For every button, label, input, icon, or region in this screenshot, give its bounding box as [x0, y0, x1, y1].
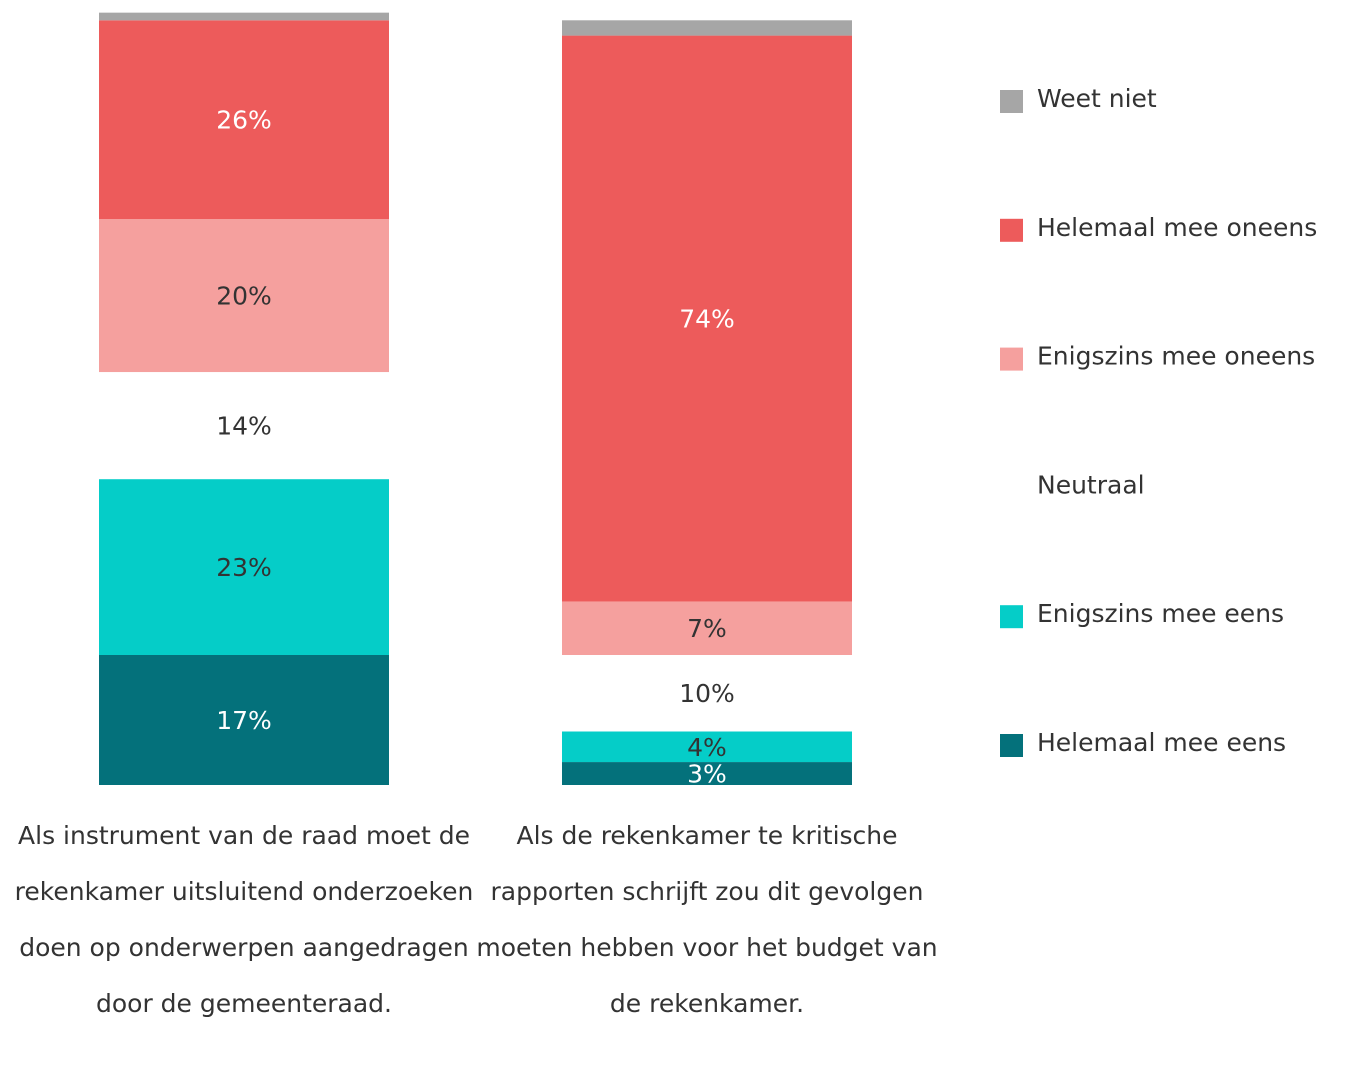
bar-segment — [562, 601, 852, 655]
bar-segment — [99, 219, 389, 373]
bar-segment — [562, 20, 852, 36]
bar-segment — [562, 35, 852, 602]
data-label: 74% — [679, 305, 735, 334]
bar-segment — [99, 12, 389, 21]
data-label: 3% — [687, 760, 727, 789]
data-label: 14% — [216, 412, 272, 441]
data-label: 20% — [216, 282, 272, 311]
legend-label: Enigszins mee eens — [1037, 599, 1284, 628]
category-label: Als de rekenkamer te kritische rapporten… — [476, 821, 938, 1018]
data-label: 4% — [687, 733, 727, 762]
legend-swatch — [1000, 90, 1023, 113]
bar-segment — [99, 20, 389, 220]
data-label: 23% — [216, 553, 272, 582]
legend-label: Helemaal mee oneens — [1037, 213, 1317, 242]
category-label: Als instrument van de raad moet de reken… — [14, 821, 474, 1018]
data-label: 26% — [216, 106, 272, 135]
data-label: 10% — [679, 679, 735, 708]
legend-label: Enigszins mee oneens — [1037, 342, 1315, 371]
bar-segment — [99, 372, 389, 480]
legend-swatch — [1000, 734, 1023, 757]
bar-segment — [99, 655, 389, 785]
bar-segment — [562, 762, 852, 785]
legend-swatch — [1000, 347, 1023, 371]
bar-segment — [99, 479, 389, 655]
legend-swatch — [1000, 476, 1023, 500]
legend-swatch — [1000, 218, 1023, 242]
legend-label: Neutraal — [1037, 470, 1145, 499]
data-label: 7% — [687, 614, 727, 643]
bar-segment — [562, 655, 852, 732]
bar-segment — [562, 731, 852, 763]
legend-swatch — [1000, 605, 1023, 629]
legend-label: Helemaal mee eens — [1037, 728, 1286, 757]
legend-label: Weet niet — [1037, 84, 1157, 113]
data-label: 17% — [216, 706, 272, 735]
